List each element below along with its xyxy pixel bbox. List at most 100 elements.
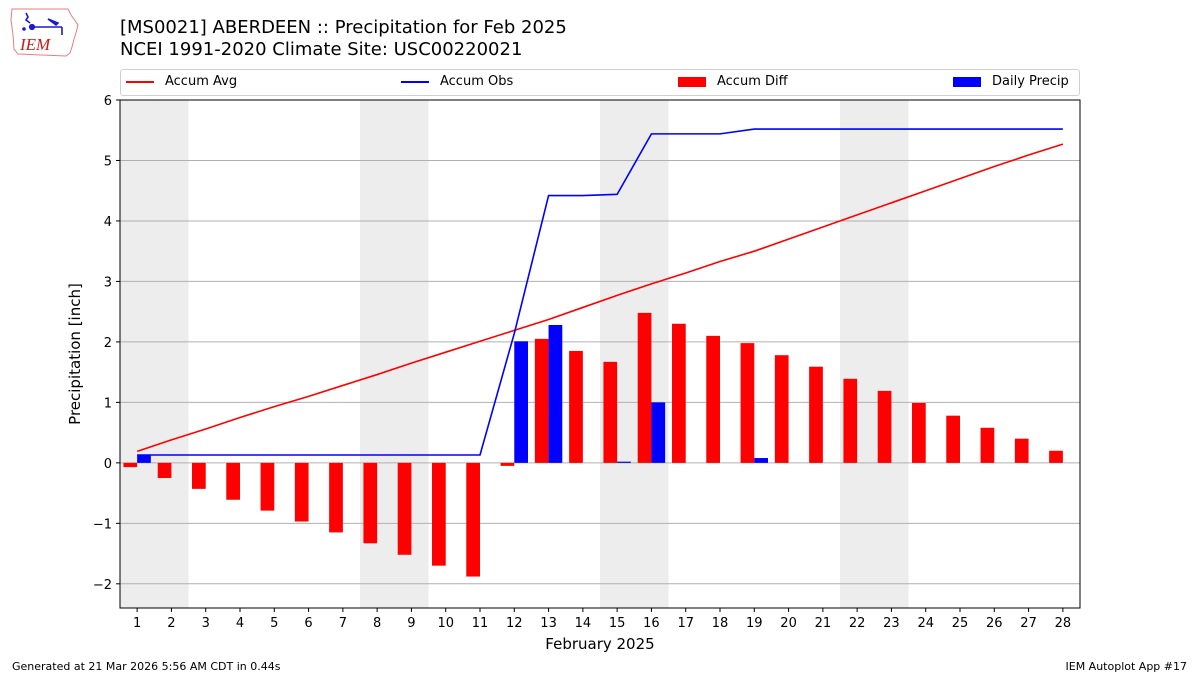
accum-diff-bar [123,462,138,468]
y-tick-label: 0 [104,457,112,472]
y-tick-label: 3 [104,275,112,290]
daily-precip-bar [548,324,563,463]
x-axis-label: February 2025 [545,635,654,653]
legend-swatch [678,76,706,87]
y-tick-label: 1 [104,396,112,411]
accum-diff-bar [912,402,926,463]
x-tick-label: 20 [780,616,797,631]
x-tick-label: 16 [643,616,660,631]
x-tick-label: 13 [540,616,557,631]
accum-diff-bar [466,462,480,577]
legend-swatch [401,80,429,83]
x-tick-label: 12 [506,616,523,631]
accum-diff-bar [260,462,275,511]
y-tick-label: 4 [104,215,112,230]
x-tick-label: 9 [407,616,415,631]
plot-frame [119,99,1081,609]
daily-precip-bar [651,402,666,463]
accum-diff-bar [877,390,892,463]
logo-text: IEM [19,35,51,54]
accum-diff-bar [843,378,858,463]
legend-item-daily-precip: Daily Precip [953,74,1069,89]
legend: Accum Avg Accum Obs Accum Diff Daily Pre… [120,69,1080,96]
weekend-shade [600,100,669,608]
x-tick-label: 6 [304,616,312,631]
accum-diff-bar [1014,438,1029,463]
legend-item-accum-avg: Accum Avg [126,74,237,89]
accum-diff-bar [569,350,583,463]
x-tick-label: 28 [1055,616,1072,631]
y-tick-label: 6 [104,94,112,109]
x-tick-label: 18 [712,616,729,631]
daily-precip-bar [754,458,768,463]
accum-diff-bar [1049,450,1063,463]
x-tick-label: 22 [849,616,866,631]
accum-diff-bar [603,361,618,463]
weekend-shade [840,100,909,608]
accum-diff-bar [946,415,960,463]
x-tick-label: 23 [883,616,900,631]
app-credit: IEM Autoplot App #17 [1065,660,1188,673]
accum-diff-bar [672,323,686,463]
generated-timestamp: Generated at 21 Mar 2026 5:56 AM CDT in … [12,660,281,673]
x-tick-label: 26 [986,616,1003,631]
accum-diff-bar [534,338,549,463]
x-tick-label: 17 [677,616,694,631]
legend-label: Daily Precip [992,74,1069,89]
x-tick-label: 19 [746,616,763,631]
legend-item-accum-obs: Accum Obs [401,74,513,89]
accum-diff-bar [500,462,515,466]
daily-precip-bar [514,341,528,463]
weekend-shade [120,100,189,608]
iem-logo: IEM [10,8,79,57]
weather-vane-icon [22,12,63,35]
daily-precip-bar [617,461,631,463]
accum-diff-bar [740,343,755,463]
x-tick-label: 27 [1020,616,1037,631]
legend-label: Accum Obs [440,74,514,89]
x-tick-label: 7 [339,616,347,631]
accum-diff-bar [226,462,240,500]
accum-obs-line [137,128,1063,456]
accum-diff-bar [432,462,446,566]
accum-avg-line [136,143,1064,453]
legend-swatch [126,80,154,83]
x-tick-label: 5 [270,616,278,631]
accum-diff-bar [329,462,343,533]
y-axis-label: Precipitation [inch] [66,283,84,425]
x-tick-label: 3 [202,616,210,631]
y-tick-label: −2 [93,578,112,593]
accum-diff-bar [294,462,309,522]
legend-item-accum-diff: Accum Diff [678,74,788,89]
legend-label: Accum Avg [165,74,238,89]
x-tick-label: 21 [815,616,832,631]
x-tick-label: 24 [917,616,934,631]
legend-label: Accum Diff [717,74,788,89]
x-tick-label: 4 [236,616,244,631]
x-tick-label: 1 [133,616,141,631]
y-tick-label: 2 [104,336,112,351]
chart-subtitle: NCEI 1991-2020 Climate Site: USC00220021 [120,39,523,60]
legend-swatch [953,76,981,87]
accum-diff-bar [706,335,720,463]
chart-title: [MS0021] ABERDEEN :: Precipitation for F… [120,17,567,38]
x-tick-label: 10 [437,616,454,631]
accum-diff-bar [774,355,789,463]
x-tick-label: 25 [952,616,969,631]
accum-diff-bar [157,462,172,478]
accum-diff-bar [637,312,652,463]
accum-diff-bar [192,462,206,489]
accum-diff-bar [397,462,412,555]
y-tick-label: −1 [93,517,112,532]
x-tick-label: 11 [472,616,489,631]
x-tick-label: 2 [167,616,175,631]
accum-diff-bar [980,427,995,463]
y-tick-label: 5 [104,154,112,169]
x-tick-label: 8 [373,616,381,631]
accum-diff-bar [809,366,823,463]
daily-precip-bar [137,454,151,463]
x-tick-label: 14 [575,616,592,631]
x-tick-label: 15 [609,616,626,631]
accum-diff-bar [363,462,378,544]
